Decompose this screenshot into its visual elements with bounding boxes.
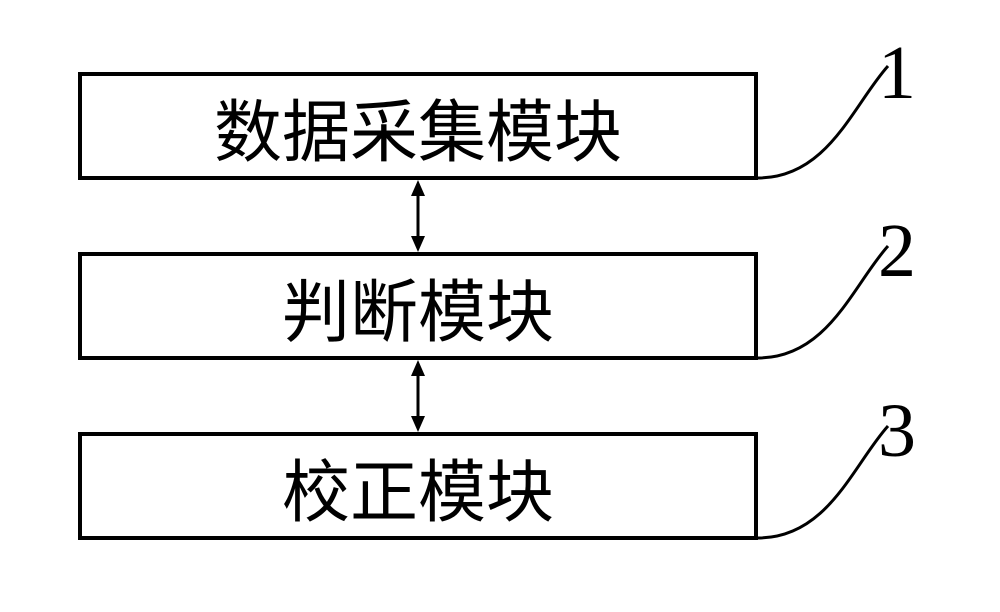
module-label: 判断模块 bbox=[282, 257, 554, 356]
double-arrow-icon bbox=[400, 180, 436, 252]
double-arrow-icon bbox=[400, 360, 436, 432]
module-box-correction: 校正模块 bbox=[78, 432, 758, 540]
module-box-judgment: 判断模块 bbox=[78, 252, 758, 360]
module-label: 校正模块 bbox=[282, 437, 554, 536]
leader-curve-icon bbox=[758, 60, 908, 180]
module-label: 数据采集模块 bbox=[214, 77, 622, 176]
leader-curve-icon bbox=[758, 240, 908, 360]
leader-curve-icon bbox=[758, 420, 908, 540]
module-box-data-collection: 数据采集模块 bbox=[78, 72, 758, 180]
diagram-canvas: 数据采集模块 判断模块 校正模块 1 2 3 bbox=[0, 0, 1000, 612]
